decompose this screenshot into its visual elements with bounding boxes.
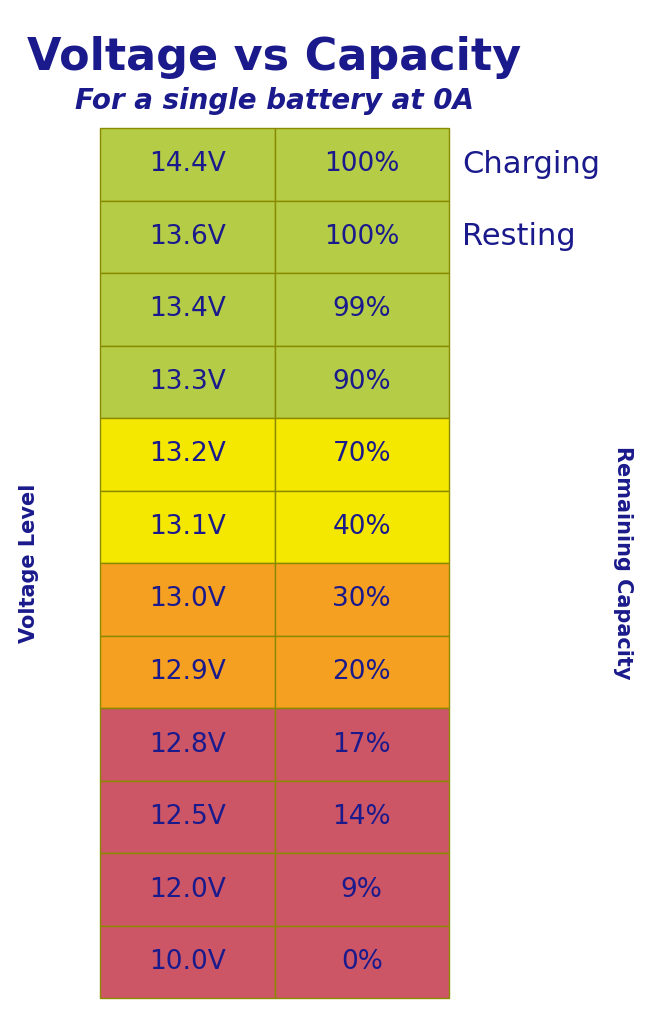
Bar [100, 273, 275, 345]
Bar [100, 563, 275, 636]
Text: Voltage Level: Voltage Level [19, 483, 39, 643]
Text: 20%: 20% [333, 659, 391, 685]
Bar [275, 636, 449, 709]
Text: 13.1V: 13.1V [149, 514, 225, 540]
Bar [100, 128, 275, 201]
Bar [275, 273, 449, 345]
Text: 100%: 100% [324, 152, 399, 177]
Text: 0%: 0% [341, 949, 382, 975]
Bar [100, 926, 275, 998]
Text: 9%: 9% [341, 877, 382, 902]
Text: Resting: Resting [462, 222, 576, 251]
Bar [100, 418, 275, 490]
Text: 14%: 14% [333, 804, 391, 830]
Text: 13.3V: 13.3V [149, 369, 225, 395]
Text: 12.9V: 12.9V [149, 659, 225, 685]
Bar [100, 490, 275, 563]
Bar [100, 780, 275, 853]
Text: 14.4V: 14.4V [149, 152, 225, 177]
Bar [275, 418, 449, 490]
Bar [275, 128, 449, 201]
Bar [275, 709, 449, 780]
Text: 30%: 30% [333, 587, 391, 612]
Text: 100%: 100% [324, 224, 399, 250]
Text: 13.2V: 13.2V [149, 441, 225, 467]
Text: 99%: 99% [333, 296, 391, 323]
Text: 12.8V: 12.8V [149, 731, 225, 758]
Text: 13.6V: 13.6V [149, 224, 225, 250]
Bar [100, 709, 275, 780]
Text: 70%: 70% [333, 441, 391, 467]
Bar [100, 345, 275, 418]
Bar [100, 201, 275, 273]
Text: 90%: 90% [333, 369, 391, 395]
Text: 13.4V: 13.4V [149, 296, 225, 323]
Bar [275, 201, 449, 273]
Text: 13.0V: 13.0V [149, 587, 225, 612]
Bar [275, 563, 449, 636]
Text: 12.5V: 12.5V [149, 804, 225, 830]
Text: For a single battery at 0A: For a single battery at 0A [75, 87, 474, 115]
Text: Remaining Capacity: Remaining Capacity [614, 446, 633, 680]
Bar [100, 636, 275, 709]
Text: 12.0V: 12.0V [149, 877, 225, 902]
Text: Charging: Charging [462, 150, 600, 179]
Text: Voltage vs Capacity: Voltage vs Capacity [28, 36, 521, 79]
Bar [275, 926, 449, 998]
Bar [275, 345, 449, 418]
Bar [275, 780, 449, 853]
Text: 40%: 40% [333, 514, 391, 540]
Text: 10.0V: 10.0V [149, 949, 225, 975]
Bar [100, 853, 275, 926]
Text: 17%: 17% [333, 731, 391, 758]
Bar [275, 490, 449, 563]
Bar [275, 853, 449, 926]
